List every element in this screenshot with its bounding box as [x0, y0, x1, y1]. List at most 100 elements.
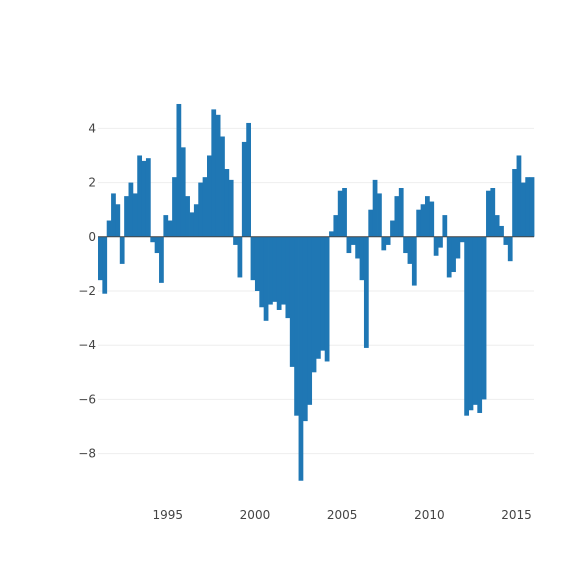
bar — [481, 236, 487, 400]
bar — [263, 236, 269, 321]
bar — [276, 236, 282, 310]
bar — [311, 236, 317, 373]
bar — [172, 177, 177, 237]
x-tick-label: 1995 — [152, 508, 183, 522]
bar — [455, 236, 461, 259]
bar — [324, 236, 330, 362]
bar — [451, 236, 456, 273]
bar — [468, 236, 474, 411]
bar — [207, 155, 212, 237]
bar — [250, 236, 256, 281]
bar — [237, 236, 243, 278]
bar — [464, 236, 469, 416]
x-tick-label: 2015 — [501, 508, 532, 522]
bar — [115, 204, 121, 237]
bar — [150, 236, 156, 243]
bar — [342, 188, 347, 237]
bar — [106, 220, 112, 237]
bar — [316, 236, 321, 359]
bar — [224, 169, 230, 237]
bar — [446, 236, 452, 278]
bar — [529, 177, 535, 237]
bar — [167, 220, 173, 237]
bar — [490, 188, 496, 237]
bar — [180, 147, 186, 237]
bar — [233, 236, 238, 245]
bar — [407, 236, 413, 264]
bar — [294, 236, 299, 416]
bar — [268, 236, 273, 305]
x-tick-label: 2005 — [327, 508, 358, 522]
bar — [385, 236, 391, 245]
x-tick-label: 2010 — [414, 508, 445, 522]
bar — [377, 193, 382, 237]
bar — [459, 236, 465, 243]
x-tick-label: 2000 — [240, 508, 271, 522]
y-tick-label: 0 — [88, 230, 96, 244]
bar — [512, 169, 517, 237]
bar — [198, 182, 204, 237]
bar — [289, 236, 295, 367]
bar — [128, 182, 134, 237]
bar — [438, 236, 443, 248]
bar — [507, 236, 513, 262]
bar — [141, 160, 147, 237]
y-axis-ticks: −8 −6 −4 −2 0 2 4 — [78, 121, 96, 460]
bar — [215, 114, 221, 237]
bar — [368, 209, 374, 237]
y-tick-label: −2 — [78, 284, 96, 298]
bar — [189, 212, 195, 237]
y-tick-label: −8 — [78, 447, 96, 461]
bar — [363, 236, 369, 348]
bar — [159, 236, 164, 283]
bar — [254, 236, 260, 291]
bar — [163, 215, 169, 237]
y-tick-label: −6 — [78, 392, 96, 406]
bars — [98, 103, 535, 481]
bar — [477, 236, 483, 413]
bar — [220, 136, 225, 237]
bar — [329, 231, 334, 237]
bar — [132, 193, 138, 237]
bar — [154, 236, 160, 254]
bar — [472, 236, 478, 405]
bar — [272, 236, 278, 302]
bar — [202, 177, 208, 237]
bar — [398, 188, 404, 237]
bar — [145, 158, 151, 237]
bar — [411, 236, 417, 286]
bar — [137, 155, 142, 237]
bar — [350, 236, 356, 245]
bar — [302, 236, 308, 422]
bar — [359, 236, 365, 281]
y-tick-label: −4 — [78, 338, 96, 352]
bar — [241, 141, 247, 237]
bar — [111, 193, 116, 237]
bar — [246, 122, 251, 237]
bar — [285, 236, 291, 319]
bar — [333, 215, 339, 237]
bar — [425, 196, 430, 237]
bar — [211, 109, 217, 237]
y-tick-label: 4 — [88, 121, 96, 135]
bar — [307, 236, 313, 405]
bar — [124, 196, 129, 237]
bar — [390, 220, 395, 237]
bar — [499, 225, 504, 237]
bar — [525, 177, 531, 237]
bar — [503, 236, 509, 245]
x-axis-ticks: 1995 2000 2005 2010 2015 — [152, 508, 531, 522]
bar — [494, 215, 500, 237]
bar — [320, 236, 326, 351]
bar — [337, 190, 343, 237]
bar — [429, 201, 435, 237]
bar — [416, 209, 422, 237]
bar — [520, 182, 526, 237]
bar — [228, 179, 234, 237]
bar — [102, 236, 108, 294]
bar — [346, 236, 352, 254]
bar — [372, 179, 378, 237]
bar — [381, 236, 387, 251]
bar — [176, 103, 182, 237]
bar — [420, 204, 426, 237]
